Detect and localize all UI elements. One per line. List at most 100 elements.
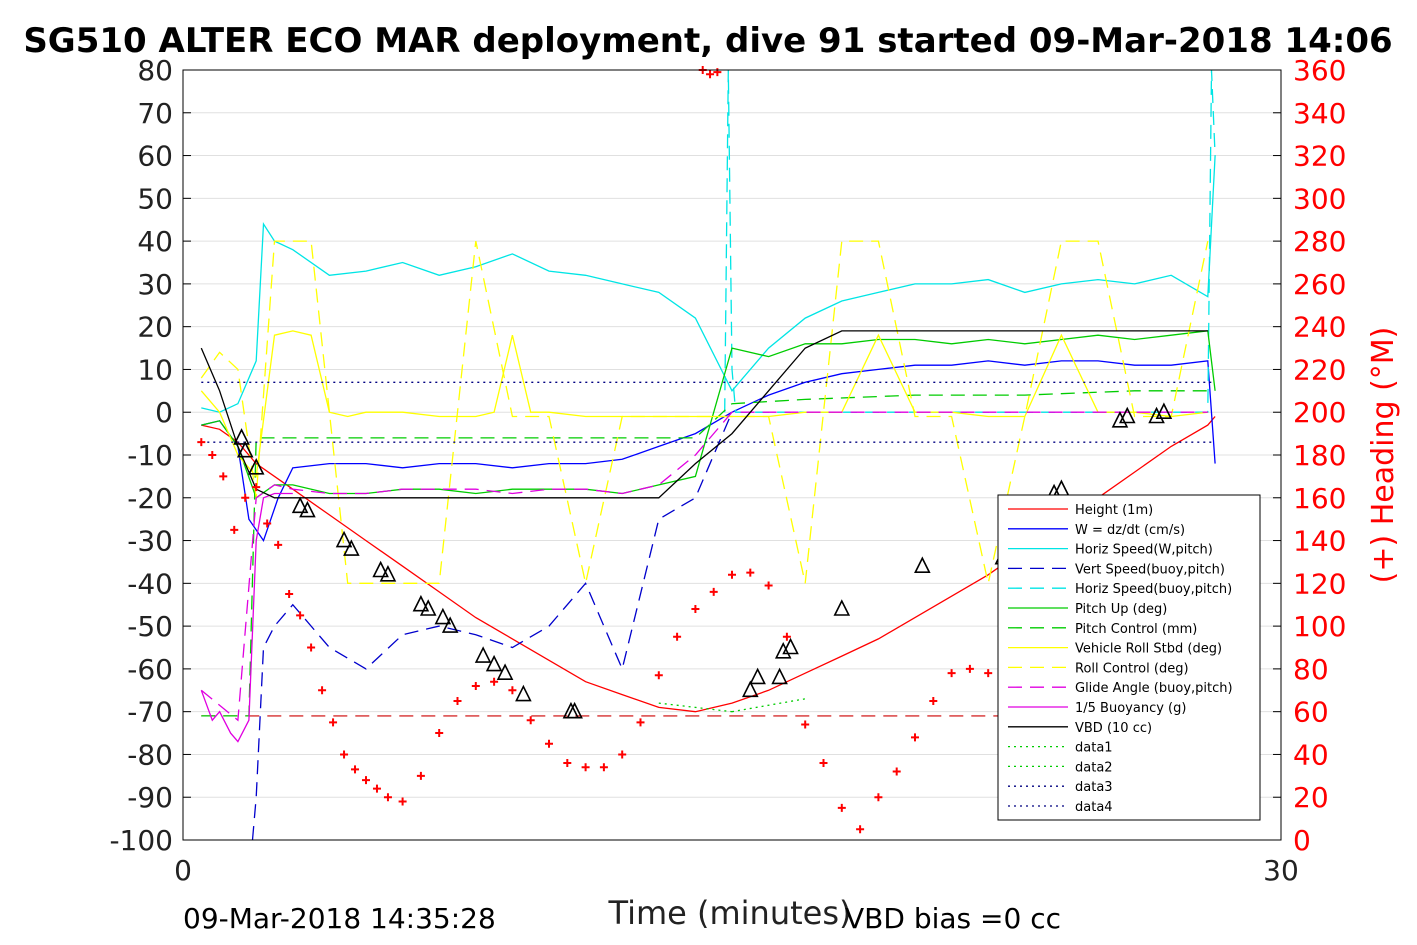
- triangle-marker: [485, 654, 503, 672]
- triangle-marker: [247, 458, 265, 475]
- right-tick-label: 180: [1293, 439, 1346, 472]
- y-tick-label: 50: [137, 182, 173, 215]
- series-line-6: [201, 390, 1208, 717]
- heading-point: [219, 472, 228, 481]
- heading-point: [252, 483, 261, 492]
- right-tick-label: 120: [1293, 567, 1346, 600]
- heading-point: [599, 763, 608, 772]
- heading-point: [691, 605, 700, 613]
- right-tick-label: 0: [1293, 824, 1311, 857]
- triangle-marker: [1111, 410, 1129, 428]
- heading-point: [490, 677, 499, 686]
- series-line-8: [200, 240, 1209, 584]
- footer-vbd-bias: VBD bias =0 cc: [845, 902, 1061, 935]
- triangle-marker: [1155, 402, 1173, 420]
- y-tick-label: -20: [127, 482, 173, 515]
- heading-point: [453, 696, 462, 705]
- heading-point: [782, 632, 791, 641]
- heading-point: [856, 825, 865, 834]
- legend-entry: Vehicle Roll Stbd (deg): [1075, 642, 1222, 657]
- y-tick-label: -40: [127, 567, 173, 600]
- series-line-13: [731, 698, 806, 713]
- triangle-marker: [833, 599, 851, 616]
- triangle-marker: [379, 564, 397, 582]
- heading-point: [318, 686, 327, 695]
- triangle-marker: [1118, 406, 1136, 424]
- triangle-marker: [496, 663, 514, 680]
- right-tick-label: 200: [1293, 396, 1346, 429]
- heading-point: [709, 587, 718, 596]
- footer-timestamp: 09-Mar-2018 14:35:28: [183, 902, 496, 935]
- heading-point: [618, 750, 627, 759]
- right-tick-label: 320: [1293, 140, 1346, 173]
- triangle-marker: [335, 530, 353, 548]
- triangle-marker: [343, 539, 360, 556]
- legend-entry: data1: [1075, 741, 1113, 756]
- axes: 80706050403020100-10-20-30-40-50-60-70-8…: [109, 54, 1346, 887]
- heading-point: [801, 720, 810, 729]
- heading-point: [764, 581, 773, 590]
- heading-point: [545, 739, 553, 748]
- heading-point: [581, 763, 590, 772]
- right-tick-label: 220: [1293, 353, 1346, 386]
- triangle-marker: [771, 667, 788, 685]
- heading-point: [526, 716, 535, 725]
- triangle-marker: [782, 637, 799, 655]
- legend-entry: 1/5 Buoyancy (g): [1075, 701, 1186, 716]
- y-tick-label: 70: [137, 97, 173, 130]
- heading-point: [713, 68, 722, 77]
- legend-entry: W = dz/dt (cm/s): [1075, 523, 1185, 538]
- heading-point: [673, 632, 682, 641]
- right-tick-label: 360: [1293, 54, 1346, 87]
- y-tick-label: 0: [155, 396, 173, 429]
- y-tick-label: -100: [109, 824, 173, 857]
- heading-point: [874, 793, 883, 802]
- triangle-marker: [914, 556, 931, 574]
- legend-entry: Pitch Control (mm): [1075, 622, 1197, 637]
- heading-point: [435, 729, 444, 738]
- triangle-marker: [515, 684, 532, 702]
- y-tick-label: -60: [127, 653, 173, 686]
- triangle-marker: [749, 667, 766, 685]
- x-axis-label: Time (minutes): [608, 894, 852, 932]
- chart-title: SG510 ALTER ECO MAR deployment, dive 91 …: [23, 21, 1392, 61]
- triangle-marker: [441, 616, 459, 633]
- y-tick-label: -70: [127, 696, 173, 729]
- y-tick-label: 80: [137, 54, 173, 87]
- legend-entry: VBD (10 cc): [1075, 721, 1152, 736]
- y-tick-label: -30: [127, 525, 173, 558]
- heading-point: [398, 797, 407, 806]
- y-tick-label: 20: [137, 311, 173, 344]
- right-tick-label: 260: [1293, 268, 1346, 301]
- heading-point: [746, 568, 755, 577]
- x-tick-label: 30: [1263, 854, 1299, 887]
- heading-point: [654, 671, 663, 680]
- triangle-marker: [566, 701, 583, 719]
- heading-point: [383, 793, 392, 802]
- series-line-12: [658, 702, 733, 713]
- heading-point: [728, 570, 736, 579]
- right-axis-label: (+) Heading (°M): [1366, 327, 1401, 584]
- heading-point: [372, 784, 381, 793]
- legend-entry: Pitch Up (deg): [1075, 602, 1167, 617]
- y-tick-label: 60: [137, 140, 173, 173]
- legend-entry: Roll Control (deg): [1075, 661, 1189, 676]
- heading-point: [230, 525, 239, 534]
- y-tick-label: -90: [127, 781, 173, 814]
- heading-point: [508, 686, 517, 695]
- series-line-9: [200, 411, 1208, 722]
- triangle-marker: [372, 560, 389, 578]
- triangle-marker: [434, 607, 452, 625]
- series-line-7: [200, 330, 1208, 478]
- y-tick-label: 30: [137, 268, 173, 301]
- heading-point: [285, 590, 294, 599]
- y-tick-label: 10: [137, 353, 173, 386]
- heading-point: [837, 803, 846, 812]
- y-tick-label: -80: [127, 738, 173, 771]
- right-tick-label: 160: [1293, 482, 1346, 515]
- heading-point: [241, 493, 250, 502]
- legend-entry: data3: [1075, 780, 1113, 795]
- heading-point: [197, 438, 206, 447]
- heading-point: [636, 718, 645, 727]
